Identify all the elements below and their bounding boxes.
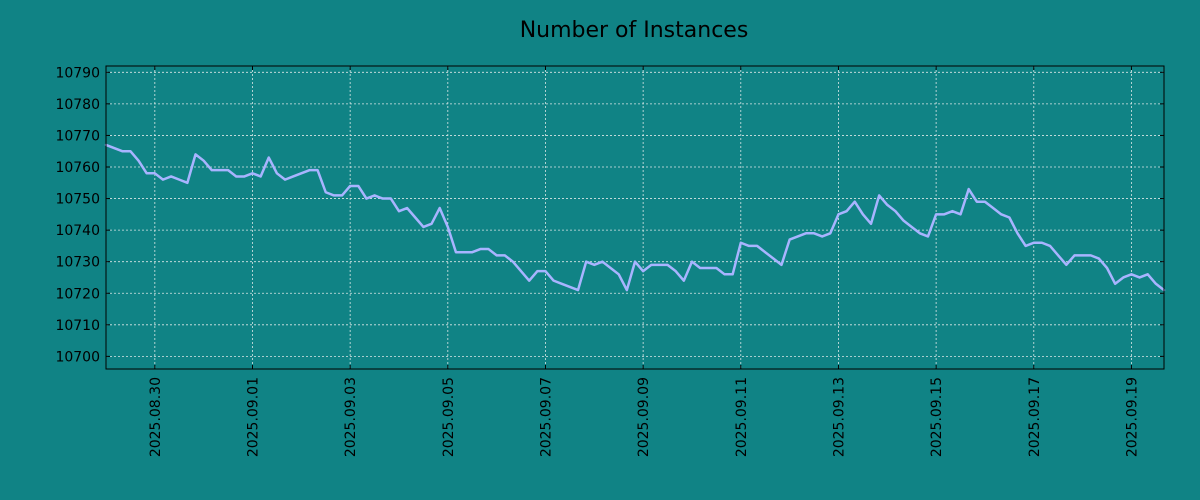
x-tick-label: 2025.09.01 xyxy=(245,377,261,457)
chart-title: Number of Instances xyxy=(520,18,749,43)
x-tick-label: 2025.09.17 xyxy=(1027,377,1043,457)
x-tick-label: 2025.09.07 xyxy=(538,377,554,457)
y-tick-label: 10710 xyxy=(55,318,100,334)
x-tick-label: 2025.09.05 xyxy=(441,377,457,457)
y-tick-label: 10700 xyxy=(55,349,100,365)
series-line xyxy=(104,143,1166,292)
y-tick-label: 10720 xyxy=(55,286,100,302)
axes: 10700 10710 10720 10730 10740 10750 10760 10770… xyxy=(55,65,1165,457)
x-tick-label: 2025.09.09 xyxy=(636,377,652,457)
y-tick-label: 10770 xyxy=(55,128,100,144)
x-tick-label: 2025.09.11 xyxy=(734,377,750,457)
x-tick-label: 2025.09.13 xyxy=(831,377,847,457)
y-tick-label: 10750 xyxy=(55,192,100,208)
plot-frame xyxy=(105,65,1165,370)
y-tick-label: 10790 xyxy=(55,65,100,81)
x-tick-label: 2025.09.15 xyxy=(929,377,945,457)
y-tick-label: 10760 xyxy=(55,160,100,176)
x-tick-label: 2025.09.19 xyxy=(1124,377,1140,457)
y-tick-label: 10730 xyxy=(55,255,100,271)
y-tick-label: 10740 xyxy=(55,223,100,239)
y-tick-label: 10780 xyxy=(55,97,100,113)
grid xyxy=(106,66,1164,369)
series-layer xyxy=(104,143,1166,292)
x-tick-label: 2025.08.30 xyxy=(148,377,164,457)
x-tick-label: 2025.09.03 xyxy=(343,377,359,457)
